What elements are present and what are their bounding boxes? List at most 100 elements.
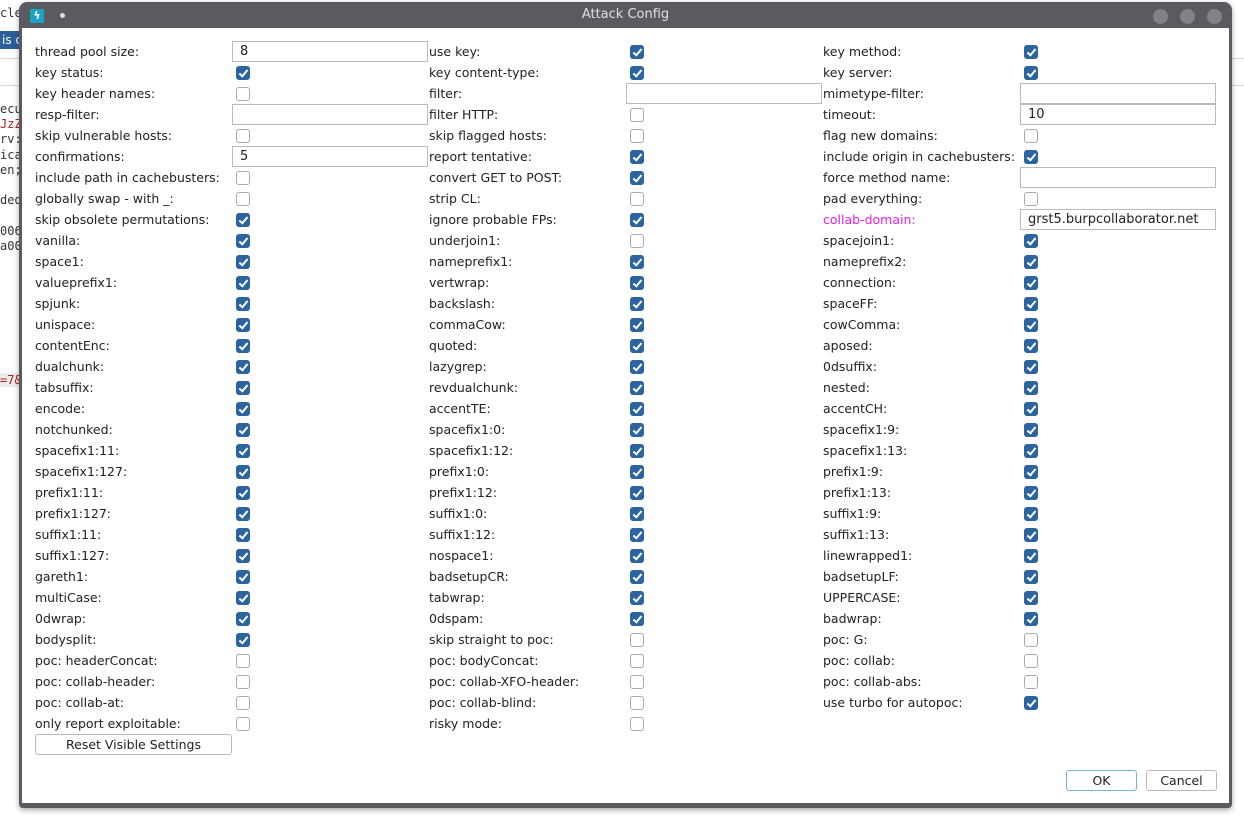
revdualchunk-checkbox[interactable] bbox=[630, 381, 644, 395]
contentenc-checkbox[interactable] bbox=[236, 339, 250, 353]
prefix1-13-checkbox[interactable] bbox=[1024, 486, 1038, 500]
0dsuffix-checkbox[interactable] bbox=[1024, 360, 1038, 374]
skip-straight-to-poc-checkbox[interactable] bbox=[630, 633, 644, 647]
vanilla-checkbox[interactable] bbox=[236, 234, 250, 248]
maximize-button[interactable] bbox=[1180, 9, 1195, 24]
poc-collab-checkbox[interactable] bbox=[1024, 654, 1038, 668]
suffix1-9-checkbox[interactable] bbox=[1024, 507, 1038, 521]
ok-button[interactable]: OK bbox=[1066, 770, 1137, 791]
valueprefix1-checkbox[interactable] bbox=[236, 276, 250, 290]
thread-pool-size-input[interactable]: 8 bbox=[232, 41, 428, 62]
pad-everything-checkbox[interactable] bbox=[1024, 192, 1038, 206]
only-report-exploitable-checkbox[interactable] bbox=[236, 717, 250, 731]
spacejoin1-checkbox[interactable] bbox=[1024, 234, 1038, 248]
poc-collab-xfo-header-checkbox[interactable] bbox=[630, 675, 644, 689]
0dwrap-checkbox[interactable] bbox=[236, 612, 250, 626]
suffix1-11-checkbox[interactable] bbox=[236, 528, 250, 542]
accentte-checkbox[interactable] bbox=[630, 402, 644, 416]
poc-collab-blind-checkbox[interactable] bbox=[630, 696, 644, 710]
title-bar[interactable]: ϟ Attack Config bbox=[19, 2, 1232, 28]
prefix1-127-checkbox[interactable] bbox=[236, 507, 250, 521]
ignore-probable-fps-checkbox[interactable] bbox=[630, 213, 644, 227]
confirmations-input[interactable]: 5 bbox=[232, 146, 428, 167]
accentch-checkbox[interactable] bbox=[1024, 402, 1038, 416]
uppercase-checkbox[interactable] bbox=[1024, 591, 1038, 605]
minimize-button[interactable] bbox=[1153, 9, 1168, 24]
lazygrep-checkbox[interactable] bbox=[630, 360, 644, 374]
dualchunk-checkbox[interactable] bbox=[236, 360, 250, 374]
vertwrap-checkbox[interactable] bbox=[630, 276, 644, 290]
strip-cl-checkbox[interactable] bbox=[630, 192, 644, 206]
key-method-checkbox[interactable] bbox=[1024, 45, 1038, 59]
poc-headerconcat-checkbox[interactable] bbox=[236, 654, 250, 668]
bodysplit-checkbox[interactable] bbox=[236, 633, 250, 647]
collab-domain-input[interactable]: grst5.burpcollaborator.net bbox=[1020, 209, 1216, 230]
suffix1-12-checkbox[interactable] bbox=[630, 528, 644, 542]
spacefix1-13-checkbox[interactable] bbox=[1024, 444, 1038, 458]
encode-checkbox[interactable] bbox=[236, 402, 250, 416]
poc-collab-abs-checkbox[interactable] bbox=[1024, 675, 1038, 689]
nameprefix1-checkbox[interactable] bbox=[630, 255, 644, 269]
spjunk-checkbox[interactable] bbox=[236, 297, 250, 311]
key-header-names-checkbox[interactable] bbox=[236, 87, 250, 101]
reset-visible-settings-button[interactable]: Reset Visible Settings bbox=[35, 734, 232, 755]
filter-input[interactable] bbox=[626, 83, 822, 104]
spacefix1-11-checkbox[interactable] bbox=[236, 444, 250, 458]
nospace1-checkbox[interactable] bbox=[630, 549, 644, 563]
mimetype-filter-input[interactable] bbox=[1020, 83, 1216, 104]
space1-checkbox[interactable] bbox=[236, 255, 250, 269]
skip-vulnerable-hosts-checkbox[interactable] bbox=[236, 129, 250, 143]
filter-http-checkbox[interactable] bbox=[630, 108, 644, 122]
spaceff-checkbox[interactable] bbox=[1024, 297, 1038, 311]
convert-get-to-post-checkbox[interactable] bbox=[630, 171, 644, 185]
skip-obsolete-permutations-checkbox[interactable] bbox=[236, 213, 250, 227]
resp-filter-input[interactable] bbox=[232, 104, 428, 125]
tabsuffix-checkbox[interactable] bbox=[236, 381, 250, 395]
connection-checkbox[interactable] bbox=[1024, 276, 1038, 290]
badwrap-checkbox[interactable] bbox=[1024, 612, 1038, 626]
aposed-checkbox[interactable] bbox=[1024, 339, 1038, 353]
multicase-checkbox[interactable] bbox=[236, 591, 250, 605]
spacefix1-0-checkbox[interactable] bbox=[630, 423, 644, 437]
nested-checkbox[interactable] bbox=[1024, 381, 1038, 395]
key-content-type-checkbox[interactable] bbox=[630, 66, 644, 80]
prefix1-0-checkbox[interactable] bbox=[630, 465, 644, 479]
poc-collab-at-checkbox[interactable] bbox=[236, 696, 250, 710]
poc-collab-header-checkbox[interactable] bbox=[236, 675, 250, 689]
timeout-input[interactable]: 10 bbox=[1020, 104, 1216, 125]
notchunked-checkbox[interactable] bbox=[236, 423, 250, 437]
commacow-checkbox[interactable] bbox=[630, 318, 644, 332]
skip-flagged-hosts-checkbox[interactable] bbox=[630, 129, 644, 143]
flag-new-domains-checkbox[interactable] bbox=[1024, 129, 1038, 143]
gareth1-checkbox[interactable] bbox=[236, 570, 250, 584]
include-path-in-cachebusters-checkbox[interactable] bbox=[236, 171, 250, 185]
spacefix1-127-checkbox[interactable] bbox=[236, 465, 250, 479]
poc-bodyconcat-checkbox[interactable] bbox=[630, 654, 644, 668]
backslash-checkbox[interactable] bbox=[630, 297, 644, 311]
use-turbo-for-autopoc-checkbox[interactable] bbox=[1024, 696, 1038, 710]
suffix1-0-checkbox[interactable] bbox=[630, 507, 644, 521]
cancel-button[interactable]: Cancel bbox=[1146, 770, 1217, 791]
close-button[interactable] bbox=[1207, 9, 1222, 24]
tabwrap-checkbox[interactable] bbox=[630, 591, 644, 605]
badsetuplf-checkbox[interactable] bbox=[1024, 570, 1038, 584]
key-server-checkbox[interactable] bbox=[1024, 66, 1038, 80]
pin-icon[interactable] bbox=[60, 13, 65, 18]
0dspam-checkbox[interactable] bbox=[630, 612, 644, 626]
quoted-checkbox[interactable] bbox=[630, 339, 644, 353]
suffix1-127-checkbox[interactable] bbox=[236, 549, 250, 563]
cowcomma-checkbox[interactable] bbox=[1024, 318, 1038, 332]
poc-g-checkbox[interactable] bbox=[1024, 633, 1038, 647]
report-tentative-checkbox[interactable] bbox=[630, 150, 644, 164]
unispace-checkbox[interactable] bbox=[236, 318, 250, 332]
spacefix1-12-checkbox[interactable] bbox=[630, 444, 644, 458]
force-method-name-input[interactable] bbox=[1020, 167, 1216, 188]
prefix1-11-checkbox[interactable] bbox=[236, 486, 250, 500]
spacefix1-9-checkbox[interactable] bbox=[1024, 423, 1038, 437]
underjoin1-checkbox[interactable] bbox=[630, 234, 644, 248]
globally-swap-with-checkbox[interactable] bbox=[236, 192, 250, 206]
suffix1-13-checkbox[interactable] bbox=[1024, 528, 1038, 542]
linewrapped1-checkbox[interactable] bbox=[1024, 549, 1038, 563]
use-key-checkbox[interactable] bbox=[630, 45, 644, 59]
badsetupcr-checkbox[interactable] bbox=[630, 570, 644, 584]
